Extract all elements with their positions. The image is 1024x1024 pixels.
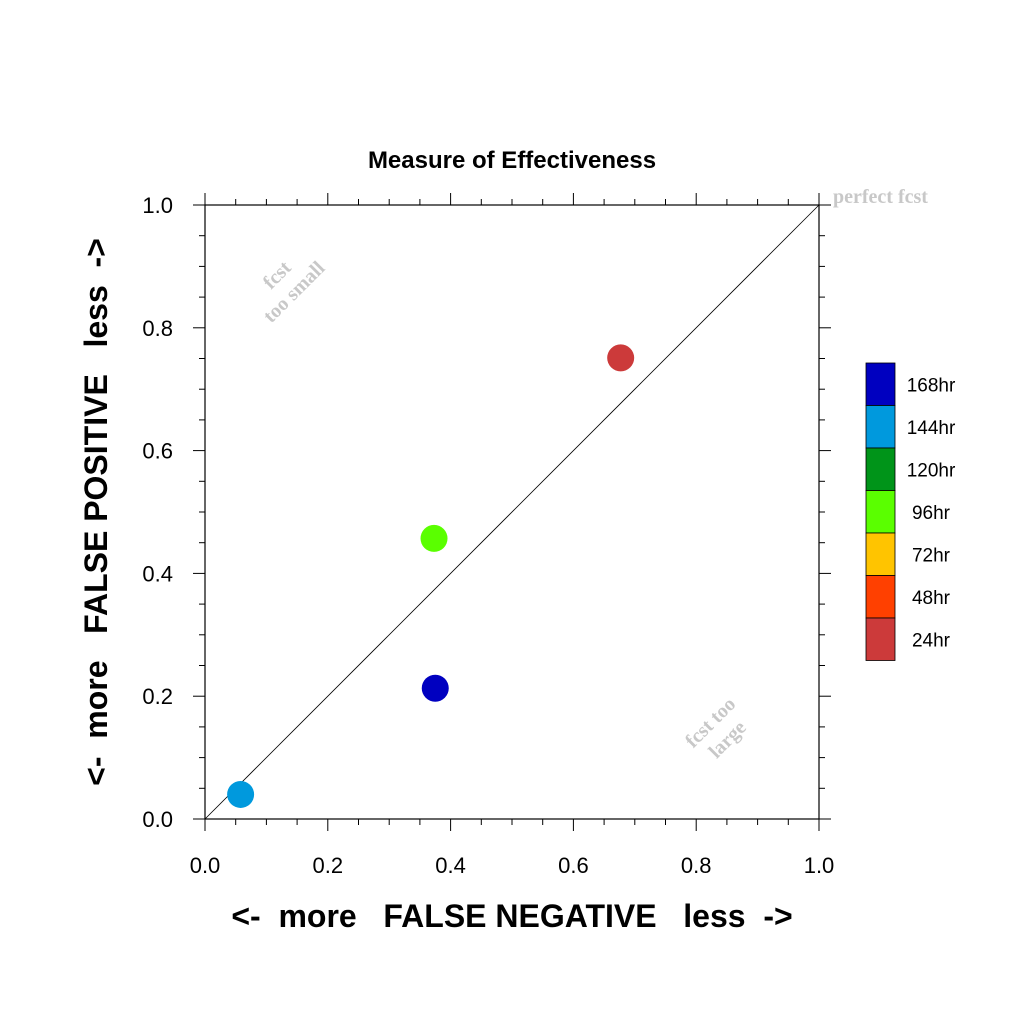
x-tick-label: 1.0 <box>804 853 835 878</box>
y-tick-label: 0.6 <box>142 439 173 464</box>
legend-label-96hr: 96hr <box>912 503 951 524</box>
x-tick-label: 0.0 <box>190 853 221 878</box>
legend-swatch-24hr <box>865 617 896 661</box>
data-point-144hr <box>227 780 255 808</box>
y-tick-label: 1.0 <box>142 193 173 218</box>
legend-swatch-96hr <box>865 490 896 534</box>
legend-label-168hr: 168hr <box>907 375 956 396</box>
x-tick-label: 0.4 <box>435 853 466 878</box>
legend-label-24hr: 24hr <box>912 630 951 651</box>
y-axis-label: <- more FALSE POSITIVE less -> <box>78 238 114 786</box>
data-point-168hr <box>421 674 449 702</box>
legend-label-120hr: 120hr <box>907 460 956 481</box>
legend-swatch-144hr <box>865 405 896 449</box>
data-point-24hr <box>607 344 635 372</box>
x-tick-label: 0.6 <box>558 853 589 878</box>
too-large-note: fcst too large <box>681 693 751 763</box>
legend-swatch-48hr <box>865 575 896 619</box>
y-tick-label: 0.0 <box>142 807 173 832</box>
perfect-forecast-diagonal <box>204 204 820 820</box>
legend: 168hr 144hr 120hr 96hr 72hr 48hr 24hr <box>865 362 956 661</box>
legend-label-144hr: 144hr <box>907 418 956 439</box>
data-point-96hr <box>420 524 448 552</box>
y-tick-label: 0.2 <box>142 684 173 709</box>
too-small-note: fcst too small <box>259 257 330 328</box>
legend-swatch-72hr <box>865 532 896 576</box>
axis-tick-labels: 0.0 0.2 0.4 0.6 0.8 1.0 0.0 0.2 0.4 0.6 0.8 1.0 <box>142 193 834 878</box>
axis-ticks <box>193 193 831 831</box>
legend-swatch-120hr <box>865 447 896 491</box>
y-tick-label: 0.4 <box>142 561 173 586</box>
x-tick-label: 0.2 <box>313 853 344 878</box>
data-points <box>227 344 635 808</box>
x-axis-label: <- more FALSE NEGATIVE less -> <box>231 898 792 934</box>
legend-label-48hr: 48hr <box>912 588 951 609</box>
legend-label-72hr: 72hr <box>912 545 951 566</box>
chart-title: Measure of Effectiveness <box>368 147 656 174</box>
x-tick-label: 0.8 <box>681 853 712 878</box>
y-tick-label: 0.8 <box>142 316 173 341</box>
perfect-forecast-note: perfect fcst <box>833 186 928 208</box>
legend-swatch-168hr <box>865 362 896 406</box>
